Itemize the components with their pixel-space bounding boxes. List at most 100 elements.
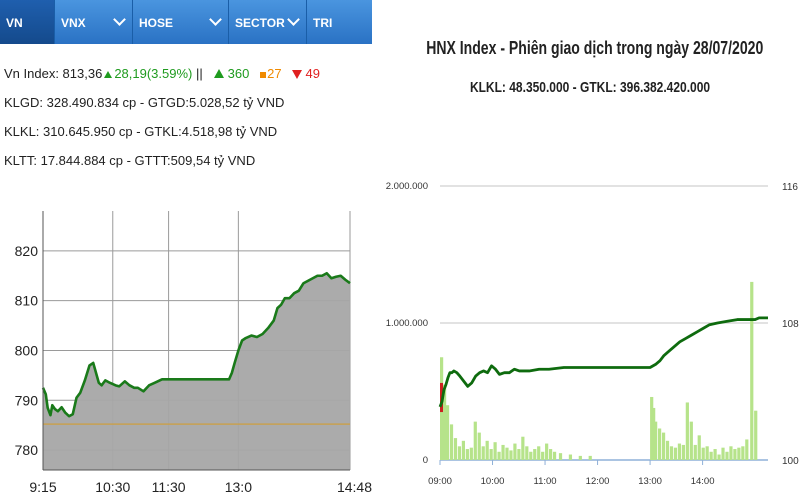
volume-bar (449, 424, 454, 460)
x-tick-label: 11:30 (152, 479, 186, 495)
volume-bar (545, 443, 549, 460)
unchanged-icon (260, 71, 267, 78)
tab-tri[interactable]: TRI (307, 0, 372, 44)
index-tick-label: 116 (782, 182, 798, 193)
volume-bar (493, 442, 497, 460)
index-tick-label: 100 (782, 456, 799, 467)
tab-vnx[interactable]: VNX (55, 0, 133, 44)
volume-bar (669, 446, 674, 460)
volume-bar (505, 447, 509, 460)
x-tick-label: 10:00 (481, 476, 505, 487)
x-tick-label: 10:30 (95, 479, 130, 495)
volume-bar (661, 432, 666, 460)
volume-bar (701, 447, 705, 460)
decliners-icon (292, 70, 303, 80)
x-tick-label: 12:00 (586, 476, 610, 487)
volume-bar (461, 440, 466, 460)
volume-bar (717, 454, 721, 460)
chevron-down-icon (113, 13, 126, 26)
volume-bar (552, 451, 557, 460)
hnx-intraday-chart: 0 1.000.000 2.000.000 100 108 116 09:00 10:00 11… (386, 181, 799, 487)
separator: || (196, 66, 203, 81)
chart-subtitle: KLKL: 48.350.000 - GTKL: 396.382.420.000 (469, 79, 711, 96)
unchanged-count: 27 (267, 66, 282, 81)
tab-hose-label: HOSE (139, 16, 174, 30)
volume-bar (665, 440, 670, 460)
volume-bar (509, 450, 513, 460)
index-line (41, 271, 351, 418)
volume-bar (681, 444, 685, 460)
tab-vn-index-label: VN INDEX (6, 16, 43, 76)
volume-tick-label: 0 (423, 455, 428, 466)
volume-bar (689, 421, 693, 460)
arrow-up-icon (104, 70, 113, 78)
volume-bar (737, 447, 741, 460)
tab-vn-index[interactable]: VN INDEX (0, 0, 55, 76)
volume-bar (453, 438, 458, 460)
x-tick-label: 14:00 (691, 476, 715, 487)
volume-bar (697, 435, 701, 460)
x-tick-label: 11:00 (534, 476, 557, 487)
volume-bar (705, 446, 709, 460)
index-tab-bar: VN INDEX VNX HOSE SECTOR TRI (0, 0, 372, 76)
index-tick-label: 108 (782, 319, 799, 330)
volume-bar (481, 446, 485, 460)
advancers-count: 360 (227, 66, 250, 81)
volume-bar (533, 449, 537, 460)
y-tick-label: 790 (15, 392, 39, 408)
volume-bar (537, 446, 541, 460)
x-tick-label: 13:0 (225, 479, 252, 495)
tab-sector[interactable]: SECTOR (229, 0, 307, 44)
volume-bar (721, 447, 725, 460)
tab-hose[interactable]: HOSE (133, 0, 229, 44)
volume-bar (677, 443, 682, 460)
volume-bar (588, 455, 592, 460)
volume-bar (469, 447, 473, 460)
volume-bar (654, 421, 658, 460)
volume-bar (529, 451, 533, 460)
x-tick-label: 14:48 (337, 479, 372, 495)
index-line (438, 316, 768, 408)
advancers-icon (213, 69, 224, 79)
index-change: 28,19(3.59%) (114, 66, 193, 81)
volume-bar (525, 446, 529, 460)
index-summary-row: Vn Index: 813,36 28,19(3.59%) || 360 27 4… (4, 60, 320, 89)
volume-tick-label: 2.000.000 (386, 181, 428, 192)
x-tick-label: 13:00 (638, 476, 662, 487)
volume-bar (558, 453, 563, 460)
volume-bar (729, 446, 733, 460)
y-tick-label: 810 (15, 293, 39, 309)
volume-bar (578, 455, 582, 460)
chevron-down-icon (209, 13, 222, 26)
volume-bar (457, 446, 462, 460)
volume-bar (725, 451, 729, 460)
volume-bar (568, 454, 573, 460)
volume-bar (549, 449, 553, 460)
volume-bar (673, 447, 678, 460)
tab-tri-label: TRI (313, 16, 333, 30)
volume-bar (685, 402, 689, 460)
chart-title: HNX Index - Phiên giao dịch trong ngày 2… (426, 38, 764, 58)
vnindex-intraday-chart: 780 790 800 810 820 9:15 10:30 11:30 13:0 14:48 (15, 211, 372, 495)
volume-bar (733, 449, 737, 460)
y-tick-label: 800 (15, 342, 39, 358)
y-tick-label: 820 (15, 243, 39, 259)
decliners-count: 49 (305, 66, 320, 81)
volume-bar (477, 432, 481, 460)
volume-bar (745, 439, 749, 460)
vnindex-panel: VN INDEX VNX HOSE SECTOR TRI Vn Index: 8… (0, 0, 372, 500)
volume-bar (465, 449, 469, 460)
volume-bar (442, 384, 447, 460)
tab-vnx-label: VNX (61, 16, 86, 30)
volume-bar (541, 451, 545, 460)
volume-bar (658, 428, 662, 460)
klgd-row: KLGD: 328.490.834 cp - GTGD:5.028,52 tỷ … (4, 95, 285, 110)
klkl-row: KLKL: 310.645.950 cp - GTKL:4.518,98 tỷ … (4, 124, 278, 139)
volume-bar (517, 449, 521, 460)
volume-bar (497, 451, 501, 460)
volume-bar (713, 449, 717, 460)
volume-bar (754, 410, 758, 460)
chevron-down-icon (287, 13, 300, 26)
tab-sector-label: SECTOR (235, 16, 285, 30)
volume-bar (750, 281, 754, 460)
